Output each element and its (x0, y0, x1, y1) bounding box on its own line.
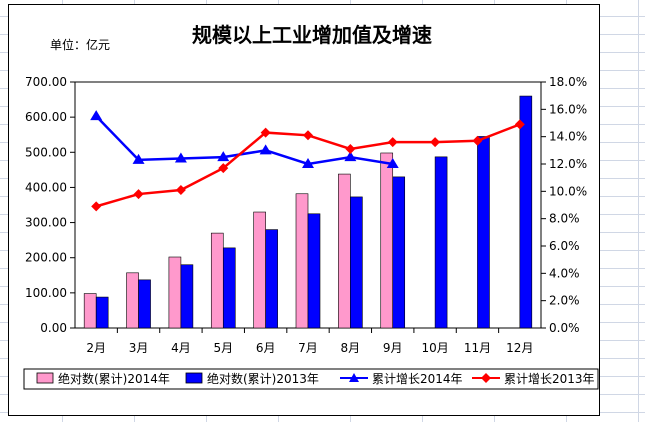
bar-2013-6月 (265, 229, 278, 329)
x-tick-label: 3月 (129, 341, 149, 355)
x-tick-label: 10月 (421, 341, 448, 355)
unit-label: 单位：亿元 (50, 37, 110, 52)
bar-2013-10月 (434, 156, 448, 329)
point-growth-2013 (430, 137, 441, 148)
x-tick-label: 11月 (464, 341, 491, 355)
point-growth-2013 (133, 189, 144, 200)
bar-2013-11月 (477, 136, 490, 329)
y-left-tick-label: 200.00 (25, 251, 67, 265)
y-left-tick-label: 700.00 (25, 75, 67, 89)
y-left-tick-label: 0.00 (40, 321, 67, 335)
y-right-tick-label: 10.0% (549, 184, 587, 198)
x-tick-label: 2月 (86, 341, 106, 355)
legend: 绝对数(累计)2014年 绝对数(累计)2013年 累计增长2014年 累计增长… (23, 368, 599, 390)
bar-2014-4月 (168, 256, 182, 329)
bar-2014-7月 (295, 193, 309, 329)
point-growth-2014 (386, 158, 399, 168)
point-growth-2014 (90, 110, 103, 121)
point-growth-2013 (345, 143, 356, 154)
point-growth-2013 (260, 127, 271, 138)
bar-2014-8月 (338, 173, 351, 329)
point-growth-2013 (175, 184, 186, 195)
bar-2014-3月 (126, 272, 139, 329)
point-growth-2013 (303, 130, 313, 141)
point-growth-2013 (91, 201, 102, 212)
bar-2014-2月 (83, 293, 97, 329)
bar-2013-12月 (519, 95, 533, 329)
y-left-tick-label: 400.00 (25, 180, 67, 194)
point-growth-2013 (472, 135, 483, 146)
bar-2013-8月 (350, 196, 363, 329)
bar-2013-3月 (138, 279, 151, 329)
bar-2013-4月 (180, 264, 194, 329)
point-growth-2014 (344, 151, 357, 162)
bar-2013-5月 (222, 247, 236, 329)
line-growth-2014 (95, 115, 393, 166)
x-tick-label: 9月 (383, 341, 403, 355)
bar-2014-6月 (253, 211, 266, 329)
y-right-tick-label: 0.0% (549, 321, 580, 335)
x-tick-label: 8月 (341, 341, 361, 355)
y-left-tick-label: 500.00 (25, 145, 67, 159)
x-tick-label: 5月 (213, 341, 233, 355)
y-right-tick-label: 6.0% (549, 239, 580, 253)
legend-marker-growth-2014 (349, 373, 359, 382)
y-left-tick-label: 300.00 (25, 216, 67, 230)
y-right-tick-label: 18.0% (549, 75, 587, 89)
x-tick-label: 12月 (506, 341, 533, 355)
y-right-tick-label: 4.0% (549, 266, 580, 280)
point-growth-2014 (217, 151, 230, 162)
y-right-tick-label: 16.0% (549, 102, 587, 116)
bar-2013-2月 (95, 296, 109, 329)
y-left-tick-label: 600.00 (25, 110, 67, 124)
point-growth-2014 (174, 152, 187, 163)
y-right-tick-label: 2.0% (549, 294, 580, 308)
legend-label-bar-2013: 绝对数(累计)2013年 (207, 371, 319, 386)
point-growth-2014 (132, 153, 145, 164)
point-growth-2014 (302, 158, 314, 168)
y-right-tick-label: 8.0% (549, 212, 580, 226)
legend-marker-growth-2013 (481, 373, 491, 383)
x-tick-label: 4月 (171, 341, 191, 355)
legend-label-growth-2014: 累计增长2014年 (372, 372, 463, 386)
bar-2014-9月 (380, 152, 394, 329)
legend-swatch-bar-2014 (36, 372, 54, 384)
legend-label-bar-2014: 绝对数(累计)2014年 (58, 371, 170, 386)
point-growth-2014 (259, 144, 272, 155)
y-right-tick-label: 12.0% (549, 157, 587, 171)
legend-label-growth-2013: 累计增长2013年 (504, 372, 595, 386)
x-tick-label: 6月 (256, 341, 276, 355)
legend-swatch-bar-2013 (185, 372, 203, 384)
x-tick-label: 7月 (298, 341, 318, 355)
bar-2014-5月 (210, 232, 224, 329)
y-right-tick-label: 14.0% (549, 130, 587, 144)
bar-2013-9月 (392, 176, 406, 329)
chart-title: 规模以上工业增加值及增速 (192, 23, 432, 47)
legend-box (23, 368, 599, 390)
point-growth-2013 (387, 137, 398, 148)
point-growth-2013 (514, 119, 525, 130)
y-left-tick-label: 100.00 (25, 286, 67, 300)
point-growth-2013 (218, 163, 229, 174)
bar-2013-7月 (307, 213, 321, 329)
